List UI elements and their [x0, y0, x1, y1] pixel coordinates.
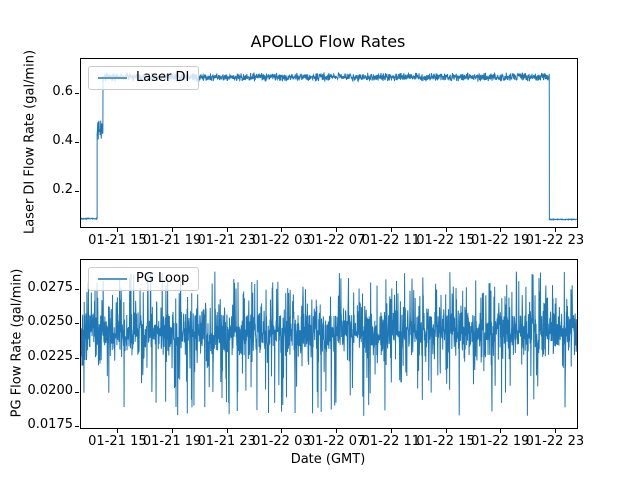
x-tick-label: 01-22 19: [470, 434, 530, 449]
x-tick-mark: [226, 429, 228, 433]
y-tick-mark: [75, 93, 79, 94]
y-tick-label: 0.4: [52, 133, 73, 148]
x-tick-label: 01-22 03: [252, 233, 311, 248]
x-tick-label: 01-22 19: [470, 233, 530, 248]
y-tick-mark: [75, 323, 79, 325]
x-tick-mark: [117, 429, 119, 433]
y-tick-label: 0.0175: [27, 417, 74, 432]
x-tick-label: 01-21 19: [142, 434, 202, 449]
x-tick-mark: [500, 228, 502, 232]
y-tick-label: 0.0250: [27, 314, 74, 330]
y-tick-mark: [75, 426, 79, 427]
legend-laser-di: Laser DI: [88, 66, 200, 90]
x-tick-mark: [554, 429, 556, 433]
axes-laser-di: Laser DI 01-21 15 01-21 19 01-21 23 01-22 0…: [52, 58, 584, 248]
x-tick-label: 01-22 23: [525, 434, 585, 449]
x-tick-mark: [336, 429, 338, 433]
x-tick-mark: [226, 228, 228, 232]
x-tick-label: 01-22 15: [416, 434, 475, 449]
chart-title: APOLLO Flow Rates: [250, 32, 406, 51]
x-tick-label: 01-22 15: [416, 233, 475, 248]
x-tick-mark: [281, 228, 283, 232]
x-tick-label: 01-22 03: [252, 434, 311, 449]
x-tick-mark: [336, 228, 338, 232]
x-tick-label: 01-22 11: [361, 233, 421, 248]
y-tick-mark: [75, 142, 79, 143]
x-tick-label: 01-21 23: [197, 233, 256, 248]
legend-label-pg-loop: PG Loop: [136, 271, 190, 286]
series-path: [81, 71, 577, 222]
x-tick-label: 01-21 23: [197, 434, 256, 449]
x-tick-mark: [445, 429, 447, 433]
y-tick-mark: [75, 357, 79, 359]
x-tick-mark: [390, 429, 392, 433]
y-tick-label: 0.2: [52, 182, 73, 197]
y-tick-mark: [75, 391, 79, 393]
x-tick-mark: [554, 228, 556, 232]
y-tick-label: 0.0200: [27, 382, 74, 398]
x-tick-label: 01-21 15: [88, 233, 147, 248]
legend-label-laser-di: Laser DI: [136, 70, 190, 85]
x-tick-mark: [445, 228, 447, 232]
x-tick-label: 01-21 19: [142, 233, 202, 248]
legend-line-sample-icon: [98, 277, 127, 280]
x-tick-label: 01-22 23: [525, 233, 585, 248]
y-tick-label: 0.6: [52, 84, 73, 99]
x-tick-label: 01-21 15: [88, 434, 147, 449]
x-tick-mark: [117, 228, 119, 232]
x-tick-label: 01-22 07: [306, 434, 366, 449]
x-axis-label: Date (GMT): [290, 452, 366, 467]
x-tick-label: 01-22 11: [361, 434, 421, 449]
axes-pg-loop: PG Loop 01-21 15 01-21 19 01-21 23 01-22 03…: [28, 259, 584, 449]
y-tick-mark: [75, 191, 79, 192]
pg-loop-series-line: [81, 271, 577, 416]
series-path: [81, 271, 577, 416]
y-tick-mark: [75, 289, 79, 290]
y-tick-label: 0.0275: [27, 280, 74, 295]
y-tick-label: 0.0225: [27, 348, 74, 364]
x-tick-mark: [500, 429, 502, 433]
x-tick-mark: [390, 228, 392, 232]
legend-line-sample-icon: [98, 76, 127, 79]
x-tick-mark: [281, 429, 283, 433]
x-tick-label: 01-22 07: [306, 233, 366, 248]
legend-pg-loop: PG Loop: [88, 267, 200, 291]
x-tick-mark: [172, 429, 174, 433]
x-tick-mark: [172, 228, 174, 232]
